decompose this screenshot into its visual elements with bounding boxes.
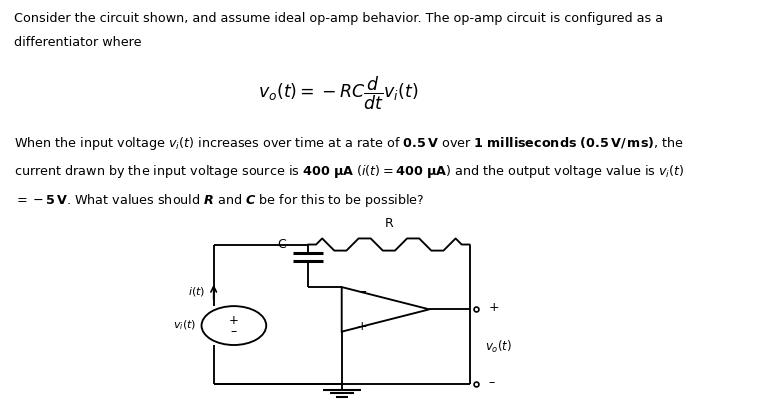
Text: +: + [489, 301, 500, 314]
Text: +: + [229, 314, 239, 327]
Text: $i(t)$: $i(t)$ [188, 286, 206, 298]
Text: differentiator where: differentiator where [14, 36, 141, 49]
Text: −: − [356, 286, 367, 298]
Text: $= -\mathbf{5\,V}$. What values should $\boldsymbol{R}$ and $\boldsymbol{C}$ be : $= -\mathbf{5\,V}$. What values should $… [14, 192, 424, 209]
Text: –: – [489, 376, 495, 389]
Text: $v_o(t) = -RC\dfrac{d}{dt}v_i(t)$: $v_o(t) = -RC\dfrac{d}{dt}v_i(t)$ [258, 74, 418, 112]
Text: +: + [356, 320, 367, 333]
Text: R: R [385, 217, 393, 230]
Text: C: C [278, 237, 286, 251]
Text: Consider the circuit shown, and assume ideal op-amp behavior. The op-amp circuit: Consider the circuit shown, and assume i… [14, 11, 662, 24]
Text: $v_i(t)$: $v_i(t)$ [173, 319, 196, 333]
Text: When the input voltage $v_i(t)$ increases over time at a rate of $\mathbf{0.5\,V: When the input voltage $v_i(t)$ increase… [14, 135, 684, 152]
Text: –: – [231, 325, 237, 338]
Text: current drawn by the input voltage source is $\mathbf{400}$ $\mathbf{\mu A}$ $(i: current drawn by the input voltage sourc… [14, 164, 684, 180]
Text: $v_o(t)$: $v_o(t)$ [484, 339, 512, 355]
